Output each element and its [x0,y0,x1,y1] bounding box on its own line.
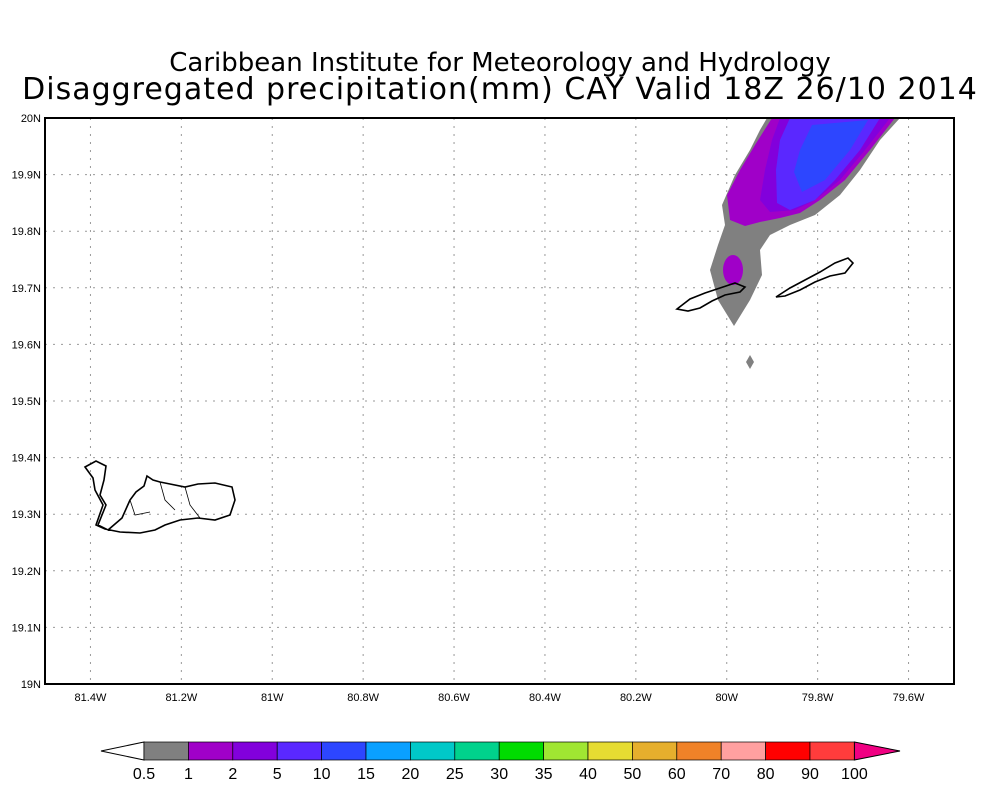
lon-label: 80W [715,692,738,704]
lon-label: 80.8W [347,692,379,704]
colorbar-label: 25 [446,766,464,783]
colorbar-swatch [632,741,678,761]
precipitation-field [710,118,900,369]
colorbar-under-arrow [100,741,145,761]
colorbar-swatch [498,741,544,761]
lat-label: 19.8N [12,226,41,238]
colorbar-label: 0.5 [133,766,155,783]
colorbar-swatch [720,741,766,761]
lon-label: 79.6W [893,692,925,704]
colorbar-swatch [188,741,234,761]
lon-label: 81.4W [75,692,107,704]
colorbar-swatch [676,741,722,761]
colorbar-label: 10 [313,766,331,783]
colorbar-swatch [587,741,633,761]
colorbar-swatch [232,741,278,761]
lat-label: 19.9N [12,170,41,182]
little-cayman [775,257,855,298]
title-institute: Caribbean Institute for Meteorology and … [169,48,831,78]
lat-label: 19.7N [12,283,41,295]
lat-label: 20N [21,113,41,125]
lat-label: 19.5N [12,396,41,408]
plot-frame [44,117,955,685]
grand-cayman [83,460,236,534]
colorbar-swatch [454,741,500,761]
colorbar: 0.5 1 2 5 10 15 20 25 30 35 40 50 60 70 80 90 100 [100,741,901,783]
colorbar-label: 50 [624,766,642,783]
lat-label: 19.6N [12,339,41,351]
colorbar-swatch [143,741,189,761]
grand-cayman-districts [129,481,201,519]
colorbar-label: 2 [228,766,237,783]
colorbar-label: 100 [841,766,868,783]
lat-label: 19N [21,679,41,691]
coastlines [83,257,855,534]
lon-label: 81.2W [165,692,197,704]
lat-label: 19.2N [12,566,41,578]
colorbar-label: 20 [402,766,420,783]
precip-speck [746,355,754,369]
title-product: Disaggregated precipitation(mm) CAY Vali… [22,72,978,107]
latitude-axis-labels: 20N 19.9N 19.8N 19.7N 19.6N 19.5N 19.4N 19.3N 19… [12,113,41,691]
colorbar-swatch [765,741,811,761]
colorbar-swatch [276,741,322,761]
colorbar-label: 1 [184,766,193,783]
lon-label: 80.2W [620,692,652,704]
colorbar-label: 40 [579,766,597,783]
colorbar-swatch [809,741,855,761]
colorbar-swatch [543,741,589,761]
lon-label: 80.4W [529,692,561,704]
lon-label: 81W [261,692,284,704]
cayman-brac [675,282,747,312]
colorbar-label: 90 [801,766,819,783]
colorbar-swatch [321,741,367,761]
colorbar-over-arrow [853,741,901,761]
colorbar-swatch [365,741,411,761]
lon-label: 79.8W [802,692,834,704]
colorbar-label: 60 [668,766,686,783]
colorbar-label: 15 [357,766,375,783]
colorbar-label: 35 [535,766,553,783]
lat-label: 19.1N [12,622,41,634]
lat-label: 19.4N [12,453,41,465]
colorbar-label: 70 [712,766,730,783]
precip-10-15mm [794,120,868,192]
colorbar-swatch [410,741,456,761]
lon-label: 80.6W [438,692,470,704]
longitude-axis-labels: 81.4W 81.2W 81W 80.8W 80.6W 80.4W 80.2W 80W 79.8… [75,692,926,704]
colorbar-label: 30 [490,766,508,783]
lat-label: 19.3N [12,509,41,521]
colorbar-label: 5 [273,766,282,783]
colorbar-label: 80 [757,766,775,783]
precip-blob [723,255,743,285]
